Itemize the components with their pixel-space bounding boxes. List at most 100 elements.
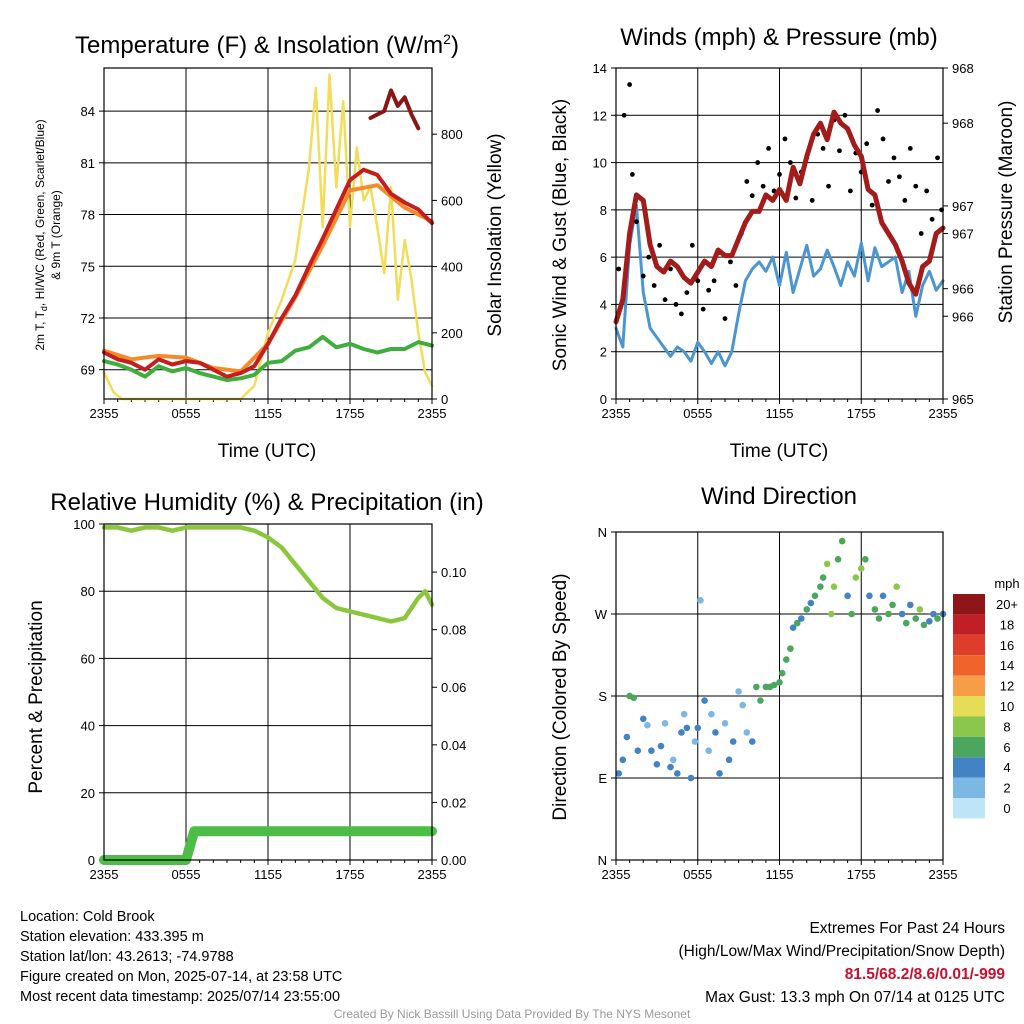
colorbar-label: 20+ bbox=[996, 597, 1018, 612]
extremes-info: Extremes For Past 24 Hours (High/Low/Max… bbox=[679, 917, 1006, 1009]
temperature-y-axis-label-line1: 2m T, Td, HI/WC (Red, Green, Scarlet/Blu… bbox=[33, 119, 49, 350]
gust-point bbox=[897, 174, 902, 180]
gust-point bbox=[695, 278, 701, 284]
station-elevation: Station elevation: 433.395 m bbox=[20, 929, 204, 945]
max-gust: Max Gust: 13.3 mph On 07/14 at 0125 UTC bbox=[705, 989, 1005, 1006]
y-tick-label: 2 bbox=[600, 345, 607, 360]
y2-tick-label: 0.04 bbox=[441, 738, 466, 753]
direction-point bbox=[778, 669, 786, 677]
y2-tick-label: 967 bbox=[952, 227, 974, 242]
direction-point bbox=[678, 729, 685, 736]
direction-point bbox=[817, 583, 824, 590]
x-tick-label: 0555 bbox=[172, 867, 201, 882]
direction-point bbox=[789, 624, 797, 631]
gust-point bbox=[869, 202, 875, 208]
x-tick-label: 1755 bbox=[336, 406, 365, 421]
station-latlon: Station lat/lon: 43.2613; -74.9788 bbox=[20, 949, 234, 965]
direction-point bbox=[893, 583, 900, 590]
colorbar-swatch bbox=[953, 736, 985, 758]
direction-point bbox=[748, 738, 756, 745]
station-location: Location: Cold Brook bbox=[20, 909, 155, 925]
colorbar-swatch bbox=[953, 696, 985, 717]
y-tick-label: 72 bbox=[81, 311, 95, 326]
credit-line: Created By Nick Bassill Using Data Provi… bbox=[333, 1007, 691, 1021]
direction-point bbox=[827, 610, 835, 618]
y2-tick-label: 968 bbox=[952, 61, 974, 76]
y-tick-label: 8 bbox=[600, 203, 607, 218]
y2-tick-label: 0.10 bbox=[441, 565, 466, 580]
gust-point bbox=[616, 266, 622, 272]
direction-point bbox=[739, 701, 747, 709]
direction-point bbox=[735, 688, 742, 695]
x-tick-label: 1755 bbox=[336, 867, 365, 882]
direction-point bbox=[920, 621, 928, 629]
plot-frame bbox=[615, 67, 944, 400]
direction-point bbox=[819, 574, 827, 581]
gust-point bbox=[689, 242, 695, 248]
direction-point bbox=[667, 763, 674, 771]
colorbar-label: 10 bbox=[1000, 699, 1014, 714]
colorbar-label: 16 bbox=[1000, 638, 1014, 653]
y2-tick-label: 600 bbox=[441, 193, 463, 208]
direction-point bbox=[657, 742, 665, 750]
direction-point bbox=[683, 724, 691, 732]
direction-point bbox=[844, 592, 851, 600]
colorbar-swatch bbox=[953, 675, 985, 696]
humidity-panel: Relative Humidity (%) & Precipitation (i… bbox=[26, 489, 484, 882]
plot-frame bbox=[103, 523, 433, 861]
direction-point bbox=[716, 770, 723, 777]
direction-point bbox=[705, 747, 712, 754]
direction-point bbox=[721, 720, 729, 727]
direction-point bbox=[898, 610, 906, 618]
direction-point bbox=[639, 715, 647, 723]
wind-direction-panel: Wind Direction Direction (Colored By Spe… bbox=[550, 483, 1020, 882]
gust-point bbox=[837, 148, 842, 154]
gust-point bbox=[651, 283, 657, 288]
dewpoint-line bbox=[102, 334, 434, 382]
y2-tick-label: 800 bbox=[441, 127, 463, 142]
y-tick-label: N bbox=[598, 525, 607, 540]
direction-point bbox=[912, 615, 920, 622]
colorbar-label: 2 bbox=[1003, 781, 1010, 796]
direction-point bbox=[838, 537, 846, 545]
gust-point bbox=[820, 145, 826, 151]
gust-point bbox=[902, 198, 908, 203]
direction-point bbox=[871, 606, 879, 613]
x-tick-label: 0555 bbox=[683, 867, 712, 882]
direction-point bbox=[691, 738, 699, 745]
winds-panel-title: Winds (mph) & Pressure (mb) bbox=[620, 24, 937, 51]
gust-point bbox=[793, 195, 799, 201]
direction-point bbox=[615, 770, 623, 777]
y-tick-label: 14 bbox=[593, 61, 607, 76]
winds-panel: Winds (mph) & Pressure (mb) Time (UTC) S… bbox=[550, 24, 1017, 462]
x-tick-label: 0555 bbox=[172, 406, 201, 421]
direction-point bbox=[879, 592, 887, 600]
gust-point bbox=[646, 254, 652, 260]
direction-point bbox=[848, 610, 856, 618]
colorbar-swatch bbox=[953, 798, 985, 819]
x-tick-label: 2355 bbox=[929, 406, 958, 421]
gust-point bbox=[809, 198, 815, 203]
direction-point bbox=[834, 556, 842, 563]
gust-point bbox=[629, 171, 635, 177]
direction-point bbox=[811, 592, 819, 600]
direction-point bbox=[757, 697, 764, 704]
wind-direction-y-axis-label: Direction (Colored By Speed) bbox=[550, 573, 571, 820]
extremes-subtitle: (High/Low/Max Wind/Precipitation/Snow De… bbox=[678, 943, 1006, 960]
pressure-y-axis-label: Station Pressure (Maroon) bbox=[996, 101, 1017, 324]
colorbar-title: mph bbox=[994, 576, 1019, 591]
y-tick-label: 10 bbox=[593, 156, 607, 171]
y2-tick-label: 966 bbox=[952, 282, 974, 297]
direction-point bbox=[623, 733, 631, 741]
y2-tick-label: 200 bbox=[441, 326, 463, 341]
colorbar-swatch bbox=[953, 757, 985, 778]
direction-point bbox=[885, 610, 892, 618]
gust-point bbox=[760, 183, 766, 189]
x-tick-label: 1155 bbox=[254, 406, 282, 421]
gust-point bbox=[634, 219, 639, 225]
humidity-y-axis-label: Percent & Precipitation bbox=[26, 600, 47, 793]
extremes-values: 81.5/68.2/8.6/0.01/-999 bbox=[844, 966, 1005, 983]
humidity-line bbox=[101, 525, 435, 624]
sonic-wind-line bbox=[614, 203, 945, 368]
x-tick-label: 2355 bbox=[90, 406, 119, 421]
